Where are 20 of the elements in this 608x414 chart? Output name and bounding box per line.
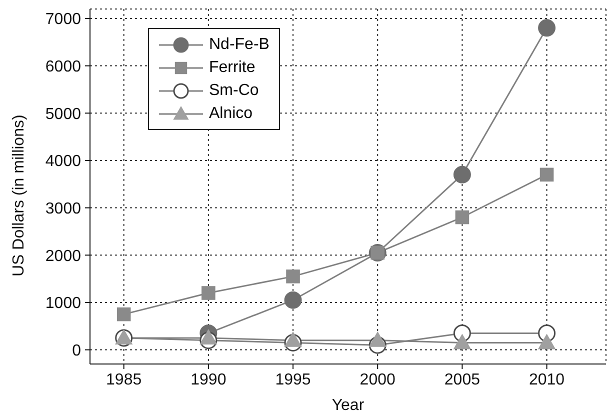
x-tick-label: 1990 [190,371,226,388]
y-tick-label: 4000 [45,153,82,170]
x-tick-label: 1995 [275,371,311,388]
legend-label: Sm-Co [209,82,259,100]
x-tick-label: 2000 [360,371,396,388]
legend-label: Alnico [209,104,253,122]
y-tick-label: 6000 [45,58,82,76]
y-tick-label: 5000 [45,106,82,123]
legend-label: Ferrite [209,58,256,76]
y-tick-label: 0 [72,342,82,360]
x-tick-label: 2010 [528,371,565,388]
y-tick-label: 1000 [45,295,82,312]
x-tick-label: 2005 [444,371,480,388]
legend-label: Nd-Fe-B [209,36,270,54]
x-axis-title: Year [332,397,365,414]
y-tick-label: 7000 [45,11,82,28]
y-tick-label: 2000 [45,248,82,265]
y-axis-title: US Dollars (in millions) [10,114,28,276]
y-tick-label: 3000 [45,200,82,218]
x-tick-label: 1985 [106,371,142,388]
